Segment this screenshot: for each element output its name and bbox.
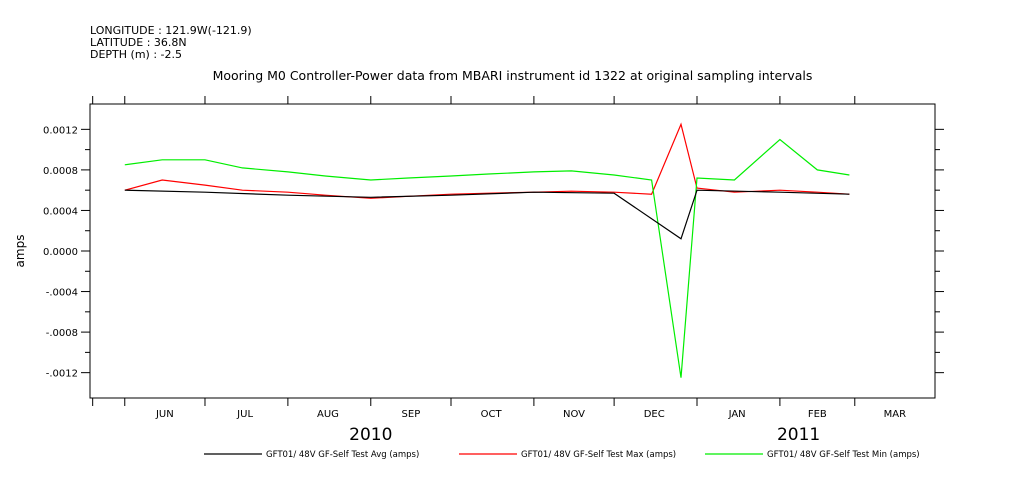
plot-frame bbox=[89, 103, 936, 399]
chart-title: Mooring M0 Controller-Power data from MB… bbox=[212, 68, 813, 83]
y-tick-label: -.0012 bbox=[46, 369, 78, 380]
x-tick-label: DEC bbox=[644, 409, 665, 420]
x-tick-label: OCT bbox=[481, 409, 503, 420]
x-tick-label: MAR bbox=[884, 409, 906, 420]
y-tick-label: 0.0000 bbox=[43, 247, 78, 258]
x-tick-label: SEP bbox=[402, 409, 421, 420]
x-tick-label: JAN bbox=[728, 409, 746, 420]
year-label: 2010 bbox=[349, 425, 392, 445]
x-tick-label: AUG bbox=[317, 409, 339, 420]
latitude-label: LATITUDE : 36.8N bbox=[90, 36, 187, 49]
legend-entry: GFT01/ 48V GF-Self Test Max (amps) bbox=[521, 450, 676, 460]
legend-entry: GFT01/ 48V GF-Self Test Avg (amps) bbox=[266, 450, 419, 460]
series-line-2 bbox=[124, 138, 850, 378]
depth-label: DEPTH (m) : -2.5 bbox=[90, 48, 183, 61]
ticks-layer: 0.0012 0.0008 0.0004 0.0000 -.0004 -.0008 -.00… bbox=[43, 96, 944, 445]
x-tick-label: JUL bbox=[236, 409, 253, 420]
y-tick-label: 0.0012 bbox=[43, 125, 78, 136]
year-label: 2011 bbox=[777, 425, 820, 445]
x-tick-label: FEB bbox=[808, 409, 827, 420]
x-tick-label: NOV bbox=[563, 409, 585, 420]
legend-entry: GFT01/ 48V GF-Self Test Min (amps) bbox=[767, 450, 920, 460]
y-axis-label: amps bbox=[13, 235, 27, 268]
y-tick-label: 0.0008 bbox=[43, 166, 78, 177]
y-tick-label: -.0008 bbox=[46, 328, 78, 339]
longitude-label: LONGITUDE : 121.9W(-121.9) bbox=[90, 24, 252, 37]
x-tick-label: JUN bbox=[155, 409, 174, 420]
legend: GFT01/ 48V GF-Self Test Avg (amps) GFT01/… bbox=[204, 450, 920, 460]
series-line-0 bbox=[124, 189, 850, 240]
y-tick-label: 0.0004 bbox=[43, 206, 78, 217]
y-tick-label: -.0004 bbox=[46, 288, 78, 299]
series-layer bbox=[124, 122, 850, 378]
series-line-1 bbox=[124, 122, 850, 199]
